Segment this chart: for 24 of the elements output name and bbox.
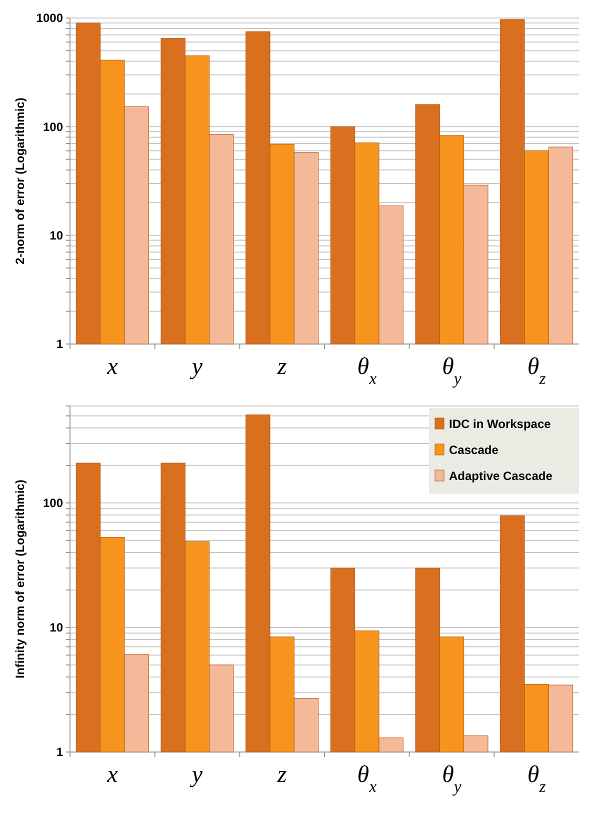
y-axis-title: Infinity norm of error (Logarithmic) bbox=[13, 480, 27, 678]
legend-label: Cascade bbox=[449, 443, 499, 458]
legend-label: Adaptive Cascade bbox=[449, 469, 553, 484]
y-tick-label: 1 bbox=[56, 337, 64, 352]
legend-label: IDC in Workspace bbox=[449, 417, 552, 432]
x-tick-label: θ$_{z}$ bbox=[527, 354, 546, 388]
y-axis-title: 2-norm of error (Logarithmic) bbox=[13, 98, 27, 264]
y-tick-label: 100 bbox=[42, 120, 64, 134]
x-tick-label: z bbox=[276, 762, 288, 788]
x-tick-label: θ$_{y}$ bbox=[442, 762, 462, 796]
x-tick-label: x bbox=[106, 354, 118, 380]
x-tick-label: θ$_{x}$ bbox=[357, 354, 378, 388]
y-tick-label: 1 bbox=[56, 745, 64, 760]
x-tick-label: y bbox=[190, 762, 203, 788]
x-tick-label: y bbox=[190, 354, 203, 380]
x-tick-label: z bbox=[276, 354, 288, 380]
x-tick-label: θ$_{z}$ bbox=[527, 762, 546, 796]
y-tick-label: 10 bbox=[50, 228, 64, 243]
x-tick-label: θ$_{x}$ bbox=[357, 762, 378, 796]
y-tick-label: 100 bbox=[42, 496, 64, 510]
x-tick-label: x bbox=[106, 762, 118, 788]
x-tick-label: θ$_{y}$ bbox=[442, 354, 462, 388]
y-tick-label: 1000 bbox=[36, 11, 64, 26]
y-tick-label: 10 bbox=[50, 620, 64, 635]
